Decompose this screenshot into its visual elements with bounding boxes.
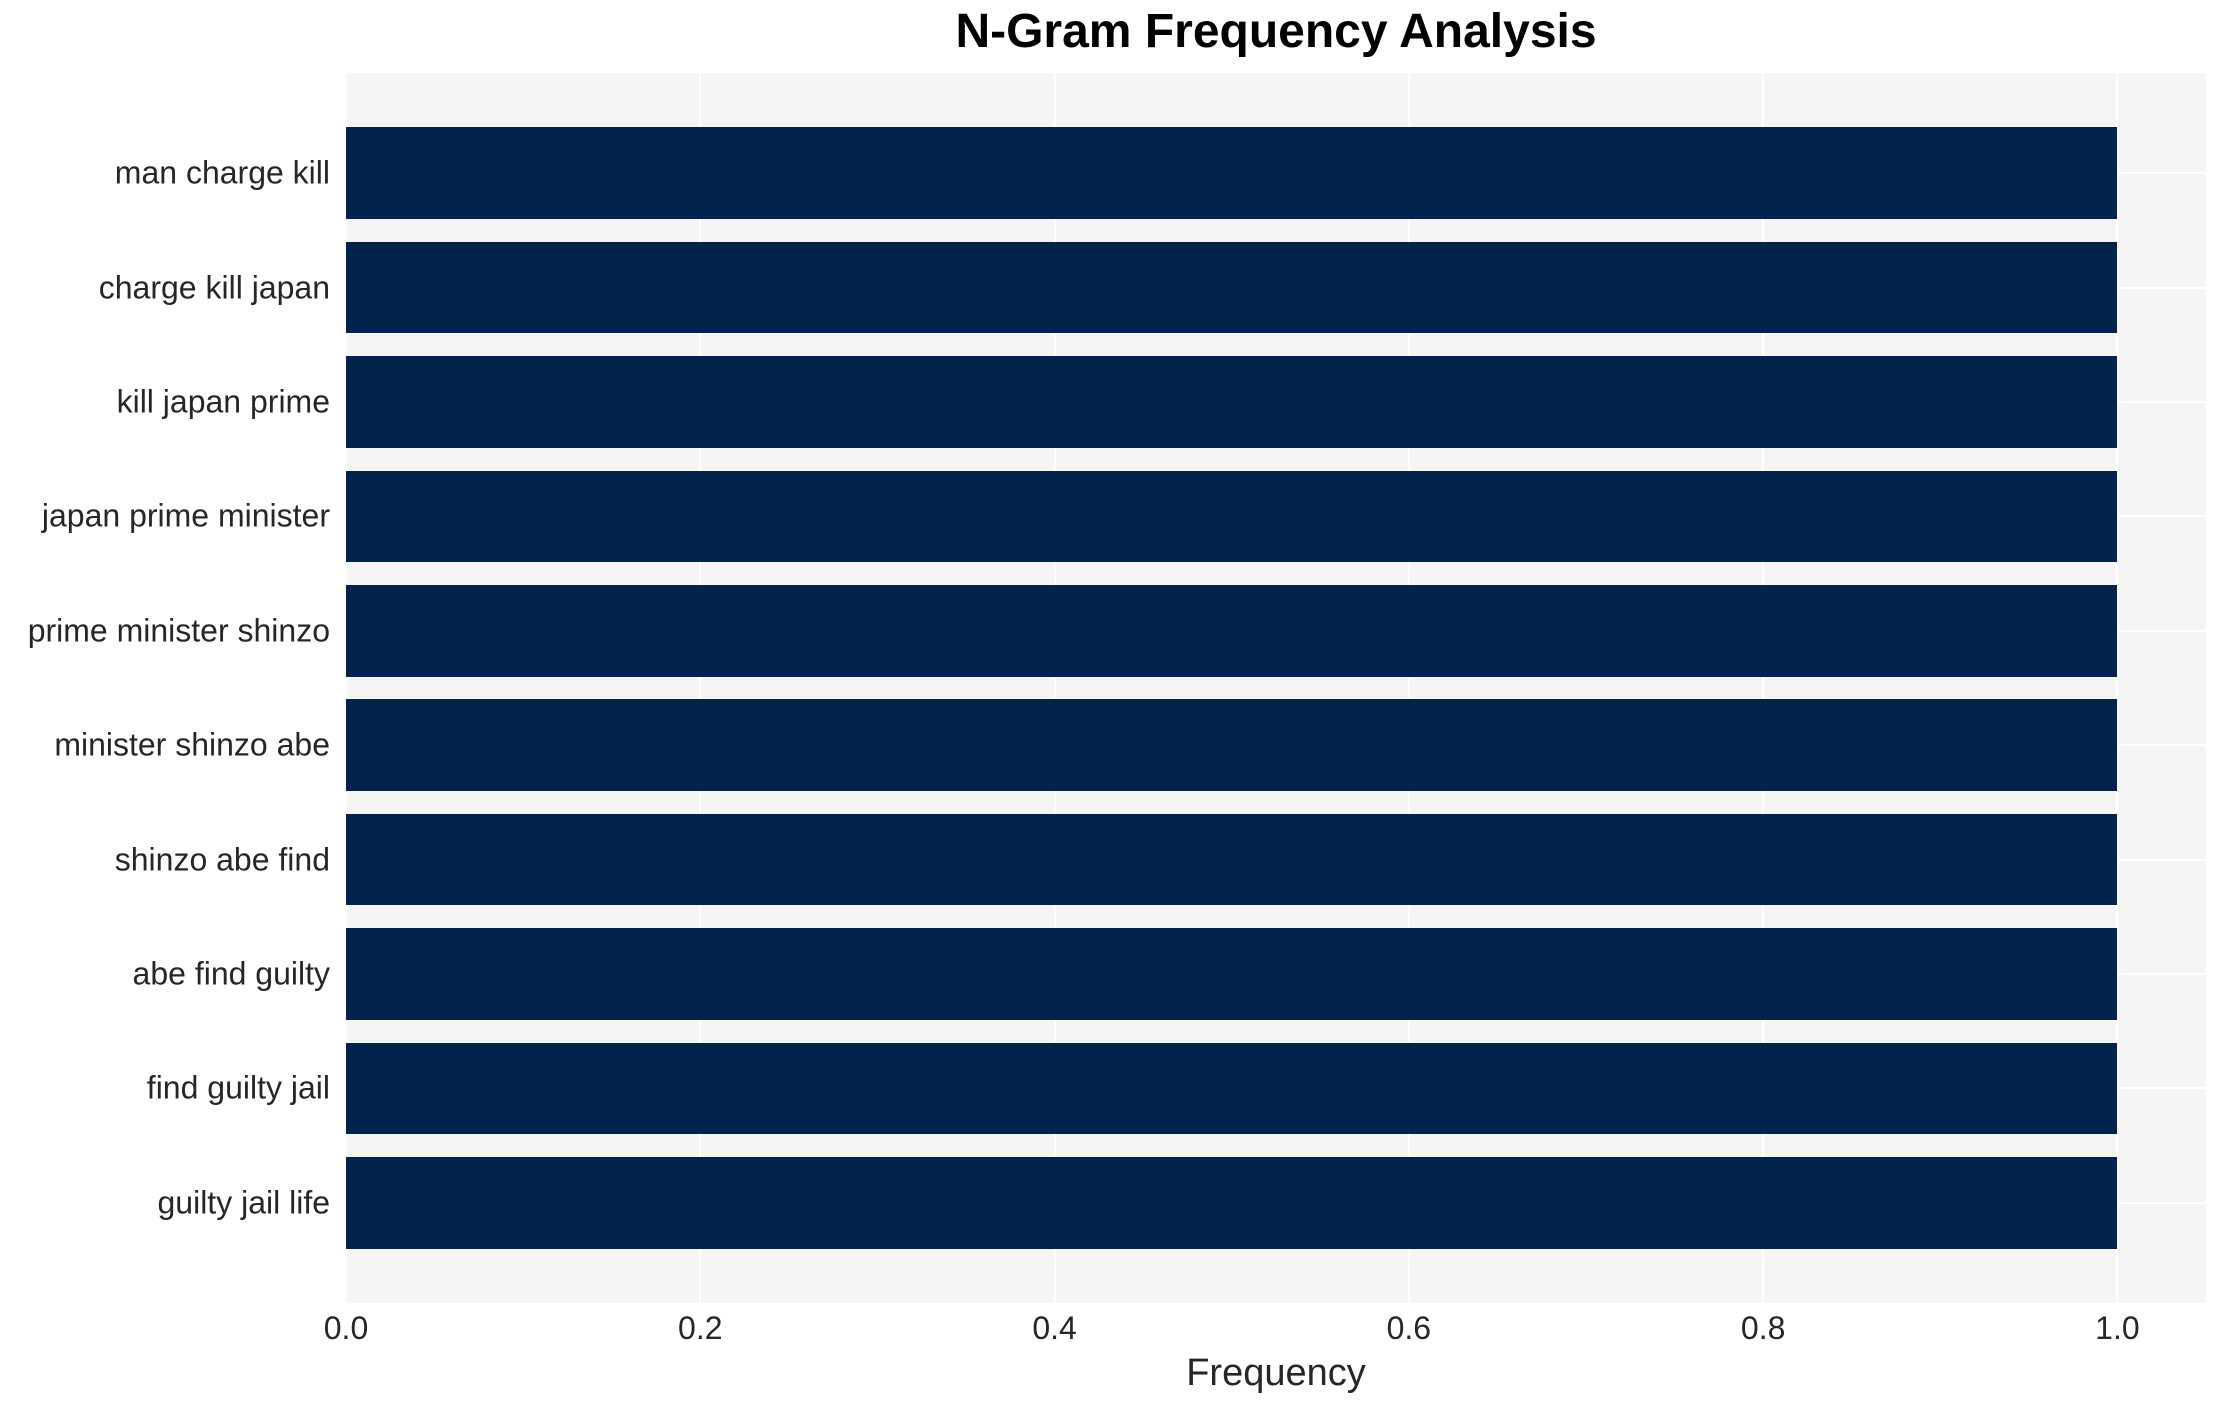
bar [346,1042,2118,1135]
y-tick-label: kill japan prime [116,383,330,420]
bar [346,699,2118,791]
vertical-gridline [1053,73,1056,1303]
bar [346,1157,2118,1249]
y-tick-label: find guilty jail [146,1069,330,1106]
x-axis-title: Frequency [1186,1352,1366,1394]
plot-area [346,73,2206,1303]
bar [346,813,2118,906]
vertical-gridline [1762,73,1765,1303]
y-tick-label: man charge kill [114,154,330,191]
y-tick-label: shinzo abe find [114,841,330,878]
bar [346,928,2118,1020]
vertical-gridline [346,73,347,1303]
vertical-gridline [1407,73,1410,1303]
y-tick-label: minister shinzo abe [54,726,330,763]
y-tick-label: charge kill japan [98,269,330,306]
bar [346,356,2118,448]
chart-title: N-Gram Frequency Analysis [955,5,1597,58]
y-tick-label: guilty jail life [157,1184,330,1221]
x-tick-label: 0.2 [678,1310,723,1346]
x-tick-label: 0.6 [1386,1310,1432,1346]
y-tick-label: abe find guilty [132,955,330,992]
bar [346,241,2118,334]
y-axis-labels: man charge kill charge kill japan kill jap… [0,73,330,1303]
x-tick-label: 0.8 [1740,1310,1786,1346]
x-tick-label: 1.0 [2095,1310,2140,1346]
vertical-gridline [2116,73,2119,1303]
x-axis-ticks: 0.0 0.2 0.4 0.6 0.8 1.0 [324,1310,2206,1352]
x-tick-label: 0.4 [1032,1310,1077,1346]
x-tick-label: 0.0 [323,1310,369,1346]
vertical-gridline [699,73,702,1303]
bar [346,470,2118,563]
y-tick-label: prime minister shinzo [27,612,330,649]
bar [346,127,2118,219]
y-tick-label: japan prime minister [41,497,330,534]
bar [346,585,2118,677]
